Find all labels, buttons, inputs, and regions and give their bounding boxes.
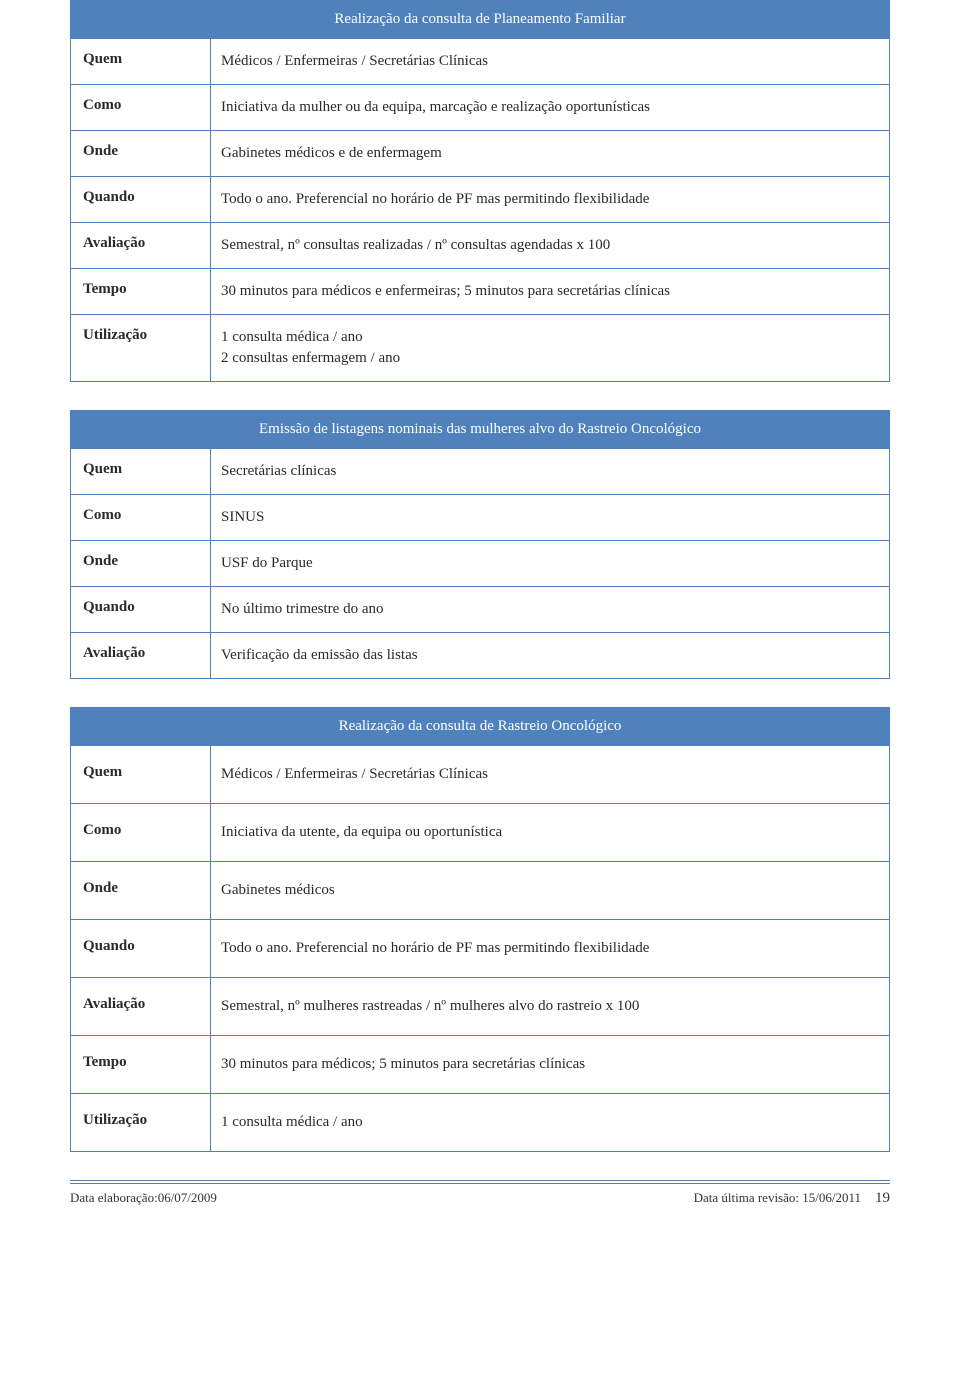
- row-label: Como: [71, 804, 211, 861]
- table-row: QuandoNo último trimestre do ano: [71, 586, 889, 632]
- row-label: Quando: [71, 587, 211, 632]
- table-row: Utilização1 consulta médica / ano 2 cons…: [71, 314, 889, 381]
- card-title: Emissão de listagens nominais das mulher…: [71, 411, 889, 448]
- row-value: Gabinetes médicos: [211, 862, 889, 919]
- table-row: OndeUSF do Parque: [71, 540, 889, 586]
- row-label: Utilização: [71, 1094, 211, 1151]
- row-label: Tempo: [71, 1036, 211, 1093]
- row-label: Quem: [71, 746, 211, 803]
- footer-left: Data elaboração:06/07/2009: [70, 1190, 217, 1206]
- table-row: AvaliaçãoSemestral, nº mulheres rastread…: [71, 977, 889, 1035]
- card-title: Realização da consulta de Planeamento Fa…: [71, 1, 889, 38]
- table-row: QuandoTodo o ano. Preferencial no horári…: [71, 919, 889, 977]
- row-label: Tempo: [71, 269, 211, 314]
- row-value: Verificação da emissão das listas: [211, 633, 889, 678]
- page-footer: Data elaboração:06/07/2009 Data última r…: [70, 1180, 890, 1207]
- table-row: OndeGabinetes médicos e de enfermagem: [71, 130, 889, 176]
- row-value: SINUS: [211, 495, 889, 540]
- table-row: QuemMédicos / Enfermeiras / Secretárias …: [71, 745, 889, 803]
- row-label: Quem: [71, 39, 211, 84]
- row-label: Quando: [71, 920, 211, 977]
- info-card-2: Realização da consulta de Rastreio Oncol…: [70, 707, 890, 1152]
- row-value: Gabinetes médicos e de enfermagem: [211, 131, 889, 176]
- row-value: Médicos / Enfermeiras / Secretárias Clín…: [211, 746, 889, 803]
- footer-right: Data última revisão: 15/06/2011: [694, 1190, 861, 1206]
- table-row: ComoIniciativa da mulher ou da equipa, m…: [71, 84, 889, 130]
- table-row: Tempo30 minutos para médicos; 5 minutos …: [71, 1035, 889, 1093]
- row-value: USF do Parque: [211, 541, 889, 586]
- row-value: Secretárias clínicas: [211, 449, 889, 494]
- info-card-1: Emissão de listagens nominais das mulher…: [70, 410, 890, 679]
- table-row: ComoIniciativa da utente, da equipa ou o…: [71, 803, 889, 861]
- table-row: ComoSINUS: [71, 494, 889, 540]
- table-row: OndeGabinetes médicos: [71, 861, 889, 919]
- row-value: 30 minutos para médicos e enfermeiras; 5…: [211, 269, 889, 314]
- row-label: Como: [71, 495, 211, 540]
- row-value: Semestral, nº mulheres rastreadas / nº m…: [211, 978, 889, 1035]
- row-label: Avaliação: [71, 223, 211, 268]
- row-label: Avaliação: [71, 978, 211, 1035]
- table-row: QuandoTodo o ano. Preferencial no horári…: [71, 176, 889, 222]
- row-value: Todo o ano. Preferencial no horário de P…: [211, 177, 889, 222]
- row-value: No último trimestre do ano: [211, 587, 889, 632]
- row-value: Médicos / Enfermeiras / Secretárias Clín…: [211, 39, 889, 84]
- row-label: Onde: [71, 862, 211, 919]
- row-value: 1 consulta médica / ano 2 consultas enfe…: [211, 315, 889, 381]
- page-number: 19: [875, 1190, 890, 1207]
- row-value: 1 consulta médica / ano: [211, 1094, 889, 1151]
- table-row: AvaliaçãoVerificação da emissão das list…: [71, 632, 889, 678]
- tables-container: Realização da consulta de Planeamento Fa…: [70, 0, 890, 1152]
- table-row: Utilização1 consulta médica / ano: [71, 1093, 889, 1151]
- table-row: Tempo30 minutos para médicos e enfermeir…: [71, 268, 889, 314]
- row-value: Semestral, nº consultas realizadas / nº …: [211, 223, 889, 268]
- row-label: Onde: [71, 131, 211, 176]
- row-label: Utilização: [71, 315, 211, 381]
- card-title: Realização da consulta de Rastreio Oncol…: [71, 708, 889, 745]
- table-row: QuemMédicos / Enfermeiras / Secretárias …: [71, 38, 889, 84]
- footer-right-group: Data última revisão: 15/06/2011 19: [694, 1190, 890, 1207]
- table-row: QuemSecretárias clínicas: [71, 448, 889, 494]
- info-card-0: Realização da consulta de Planeamento Fa…: [70, 0, 890, 382]
- row-label: Avaliação: [71, 633, 211, 678]
- table-row: AvaliaçãoSemestral, nº consultas realiza…: [71, 222, 889, 268]
- row-value: 30 minutos para médicos; 5 minutos para …: [211, 1036, 889, 1093]
- row-value: Iniciativa da mulher ou da equipa, marca…: [211, 85, 889, 130]
- row-label: Onde: [71, 541, 211, 586]
- row-label: Quando: [71, 177, 211, 222]
- row-value: Iniciativa da utente, da equipa ou oport…: [211, 804, 889, 861]
- row-value: Todo o ano. Preferencial no horário de P…: [211, 920, 889, 977]
- row-label: Como: [71, 85, 211, 130]
- row-label: Quem: [71, 449, 211, 494]
